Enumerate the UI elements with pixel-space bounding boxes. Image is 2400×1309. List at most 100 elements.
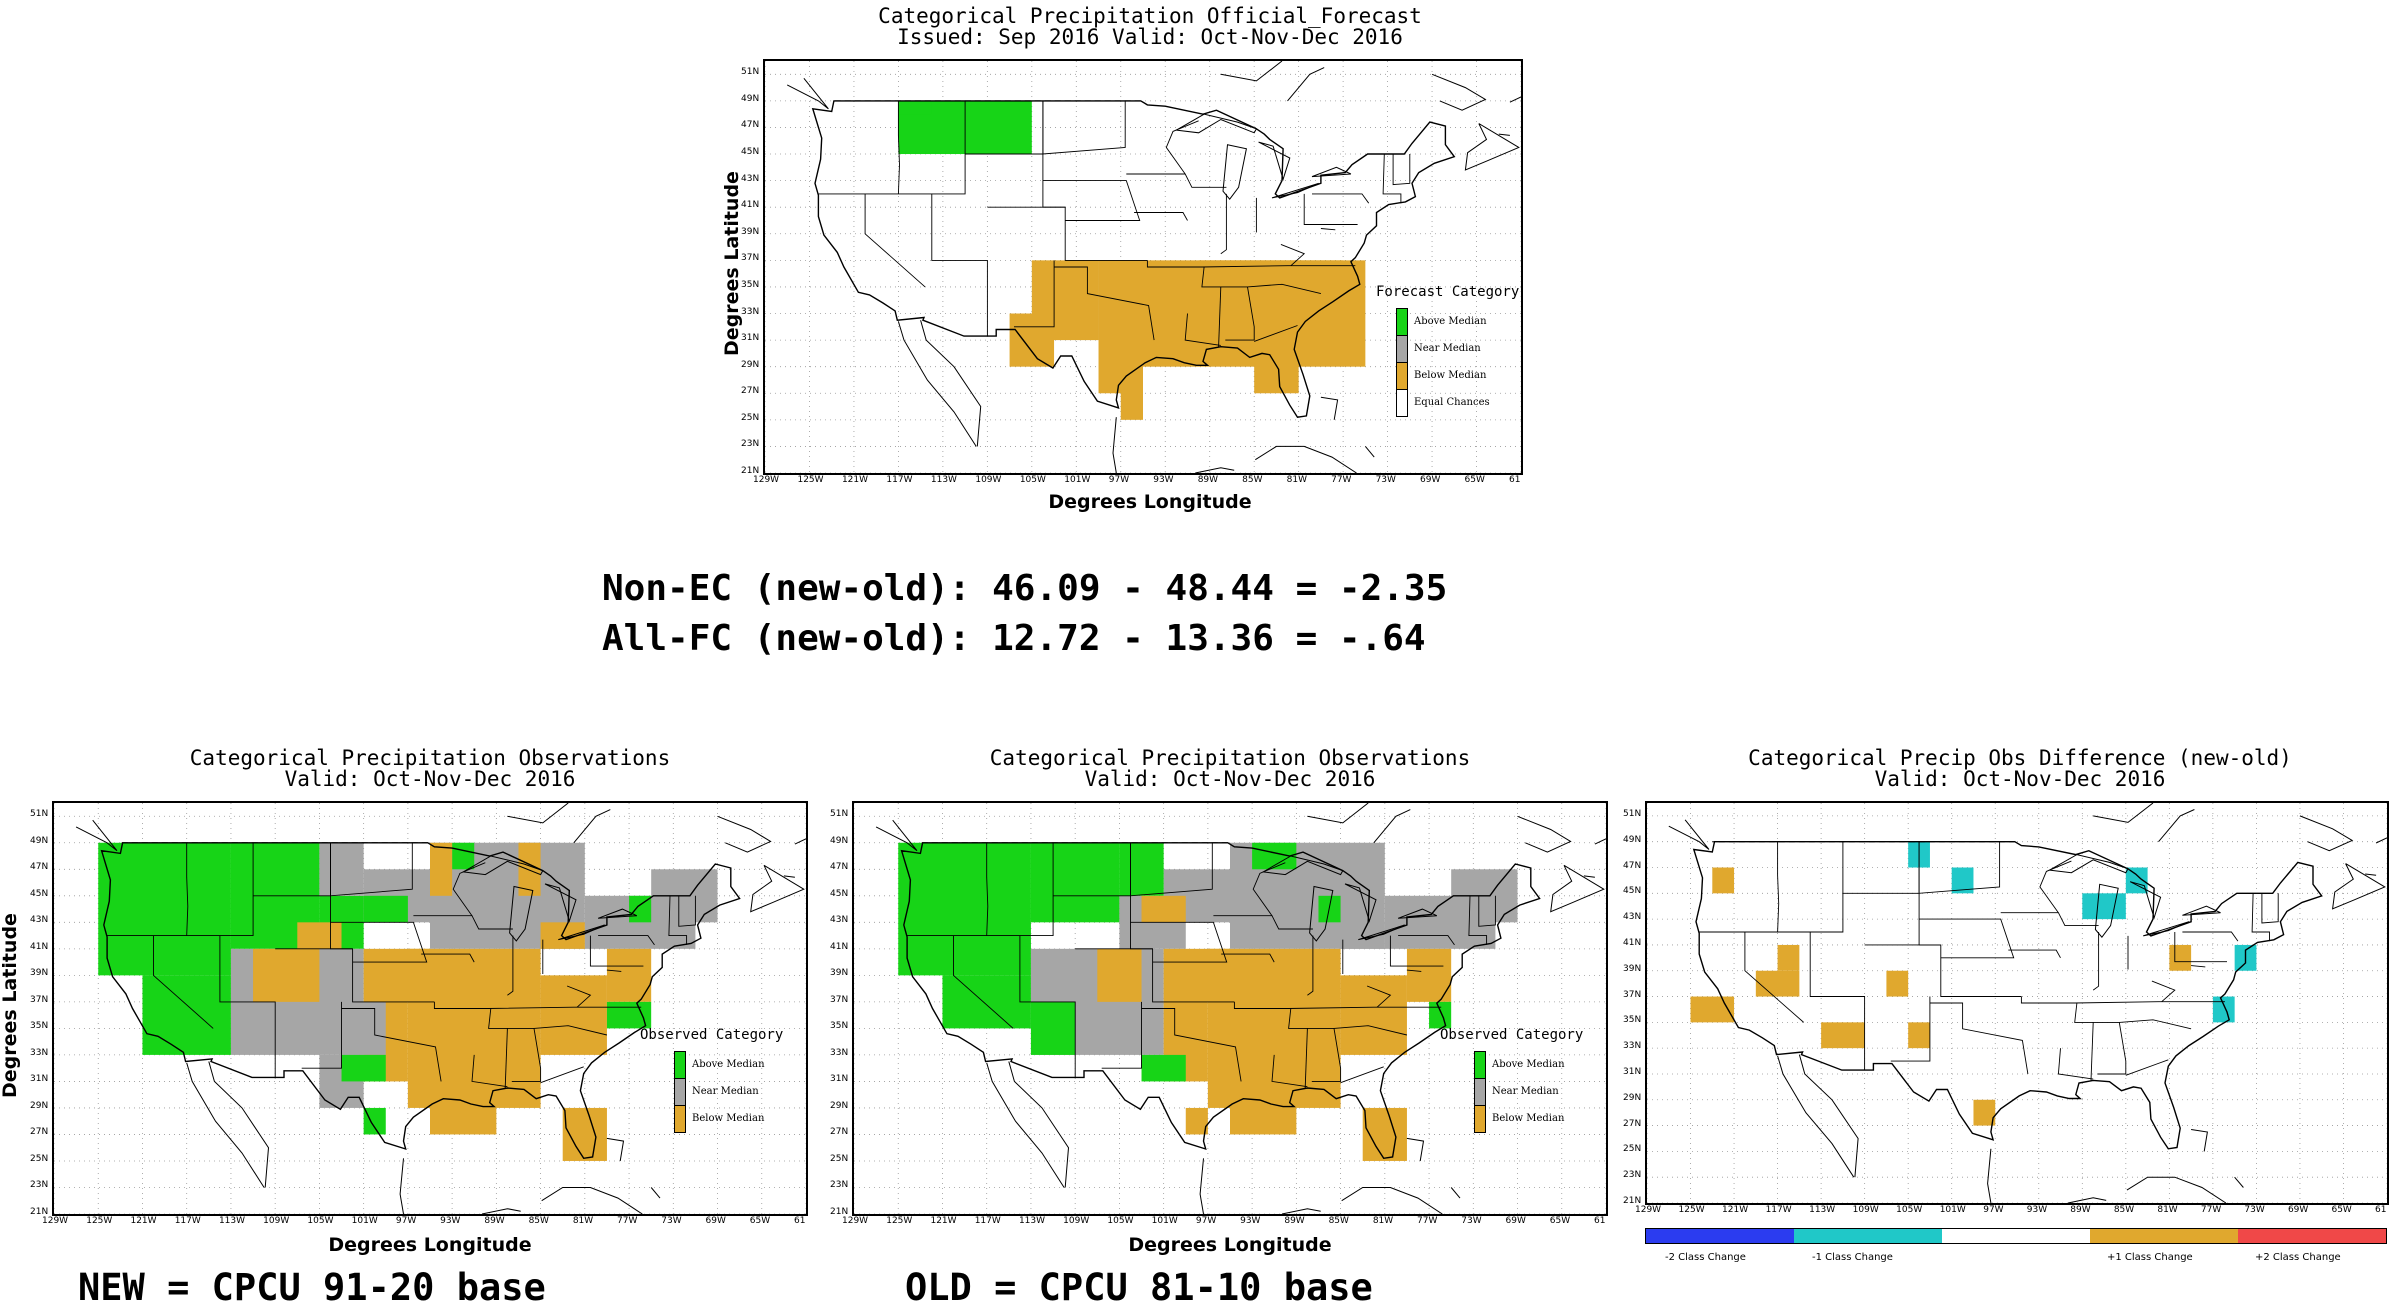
state-border [1699, 841, 1844, 933]
lat-tick-label: 23N [1623, 1170, 1642, 1181]
coastline [1798, 1054, 1859, 1178]
state-border [589, 935, 644, 967]
coastline [2365, 873, 2377, 876]
lake-outline [2143, 921, 2190, 937]
state-border [2039, 860, 2072, 913]
coastline [1373, 809, 1411, 844]
lake-outline [1174, 113, 1258, 134]
forecast-title: Categorical Precipitation Official_Forec… [760, 6, 1540, 48]
lake-outline [461, 855, 544, 876]
state-border [1304, 1028, 1308, 1089]
lon-tick-label: 65W [1464, 475, 1485, 485]
state-border [1225, 286, 1255, 341]
category-cell [1141, 895, 1186, 923]
swatch-equal [1396, 388, 1408, 417]
category-cell [253, 948, 320, 1002]
cbar-label-plus2: +2 Class Change [2255, 1252, 2341, 1263]
lake-outline [597, 908, 638, 919]
coastline [2158, 809, 2195, 843]
lon-tick-label: 85W [1328, 1216, 1349, 1226]
state-border [2261, 893, 2279, 924]
category-cell [606, 948, 652, 1002]
lon-tick-label: 97W [1983, 1205, 2004, 1215]
swatch-above [1396, 307, 1408, 336]
coastline [481, 1208, 521, 1214]
forecast-title-line2: Issued: Sep 2016 Valid: Oct-Nov-Dec 2016 [897, 25, 1403, 49]
stats-non-ec: Non-EC (new-old): 46.09 - 48.44 = -2.35 [602, 568, 1448, 609]
lat-tick-label: 27N [830, 1127, 849, 1138]
obs-new-title-line2: Valid: Oct-Nov-Dec 2016 [284, 767, 576, 791]
lon-tick-label: 73W [2244, 1205, 2265, 1215]
coastline [1195, 467, 1235, 473]
legend-below-label: Below Median [1414, 370, 1487, 381]
obs-old-caption: OLD = CPCU 81-10 base [905, 1266, 1373, 1309]
category-cell [2212, 996, 2235, 1023]
state-border [1220, 193, 1227, 255]
lat-tick-label: 33N [1623, 1041, 1642, 1052]
state-border [1271, 1054, 1308, 1088]
map-canvas [54, 803, 806, 1214]
lake-outline [1344, 883, 1377, 923]
coastline [1583, 875, 1595, 878]
coastline [1777, 1055, 1855, 1178]
coastline [1220, 61, 1283, 82]
lon-tick-label: 117W [974, 1216, 1001, 1226]
state-border [1130, 842, 1213, 897]
lon-tick-label: 77W [2200, 1205, 2222, 1215]
category-cell [1185, 1107, 1208, 1135]
lon-tick-label: 105W [1107, 1216, 1134, 1226]
state-border [1392, 154, 1411, 186]
state-border [1389, 935, 1444, 967]
category-cell [363, 1107, 386, 1135]
state-border [1146, 260, 1356, 268]
state-border [1280, 243, 1306, 267]
country-outline [900, 842, 1541, 1160]
state-border [1165, 120, 1199, 175]
lake-outline [2094, 883, 2119, 939]
coastline [1594, 838, 1606, 845]
obs-old-map [852, 801, 1608, 1216]
lake-outline [1258, 141, 1291, 181]
category-cell [1755, 970, 1800, 997]
category-cell [942, 975, 1031, 1029]
lon-tick-label: 105W [1019, 475, 1046, 485]
state-border [1307, 935, 1314, 996]
lat-tick-label: 25N [30, 1153, 49, 1164]
state-border [1312, 193, 1370, 204]
lat-tick-label: 49N [1623, 834, 1642, 845]
lake-outline [2129, 881, 2162, 920]
lon-tick-label: 77W [617, 1216, 638, 1226]
lon-tick-label: 89W [1284, 1216, 1305, 1226]
category-cell [1690, 996, 1735, 1023]
state-border [2191, 965, 2206, 968]
category-cell [341, 1001, 386, 1055]
state-border [540, 1066, 584, 1084]
coastline [920, 320, 982, 447]
state-border [864, 193, 926, 288]
lon-tick-label: 85W [528, 1216, 549, 1226]
state-border [511, 1028, 542, 1082]
lon-tick-label: 69W [2287, 1205, 2309, 1215]
lat-tick-label: 41N [30, 941, 49, 952]
category-cell [1973, 1099, 1996, 1126]
obs-new-map [52, 801, 808, 1216]
legend-below: Below Median [674, 1104, 783, 1133]
coastline [897, 321, 977, 447]
category-cell [1009, 313, 1055, 367]
state-border [2182, 931, 2239, 942]
state-border [1478, 895, 1496, 927]
lat-tick-label: 41N [741, 200, 760, 211]
state-border [504, 1028, 508, 1089]
state-border [1919, 918, 2015, 959]
lat-tick-label: 47N [830, 862, 849, 873]
cbar-label-minus2: -2 Class Change [1665, 1252, 1746, 1263]
coastline [1431, 73, 1487, 111]
coastline [1987, 1148, 1992, 1203]
lat-tick-label: 25N [741, 412, 760, 423]
state-border [1014, 260, 1055, 328]
lon-tick-label: 113W [218, 1216, 246, 1226]
state-border [330, 842, 413, 897]
coastline [1550, 864, 1605, 913]
lat-tick-label: 39N [30, 968, 49, 979]
cbar-minus1 [1794, 1229, 1942, 1243]
